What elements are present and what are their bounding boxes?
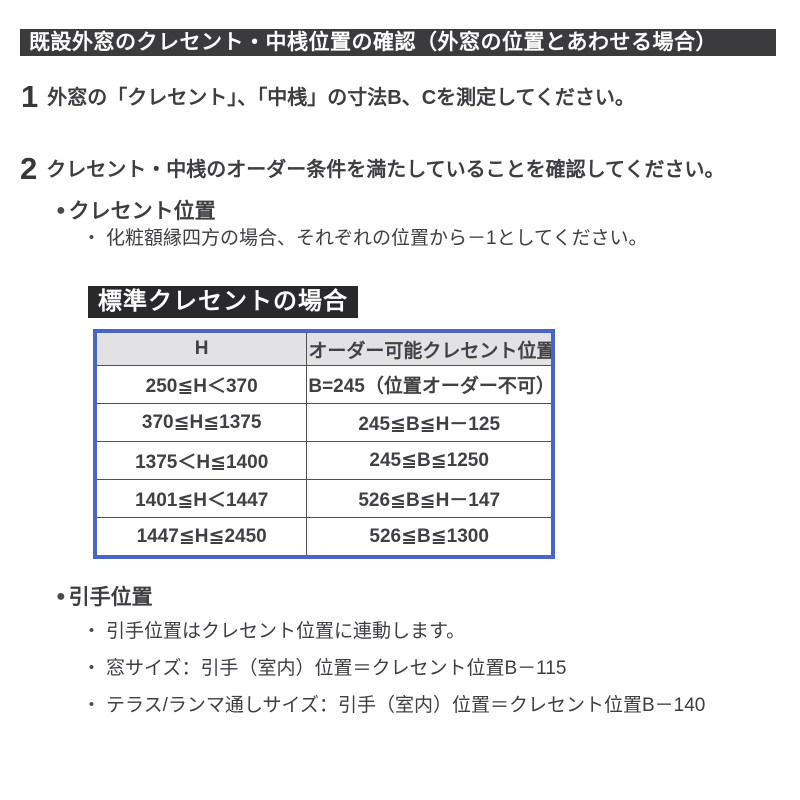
table-cell-order-range: 245≦B≦1250 [306,441,554,480]
dot-bullet-icon: ・ [82,695,102,716]
table-row: 1375＜H≦1400 245≦B≦1250 [94,441,554,480]
step-1: 1 外窓の「クレセント」、「中桟」の寸法B、Cを測定してください。 [21,79,635,114]
table-cell-h-range: 250≦H＜370 [94,365,308,404]
standard-crescent-label: 標準クレセントの場合 [88,286,358,318]
step-2-text: クレセント・中桟のオーダー条件を満たしていることを確認してください。 [46,159,725,181]
crescent-position-heading: ● クレセント位置 [56,195,216,225]
crescent-position-note-text: 化粧額縁四方の場合、それぞれの位置から－1としてください。 [106,228,648,249]
section-title-bar: 既設外窓のクレセント・中桟位置の確認（外窓の位置とあわせる場合） [20,29,776,56]
table-row: 250≦H＜370 B=245（位置オーダー不可） [94,365,554,404]
crescent-position-heading-label: クレセント位置 [68,200,216,223]
table-cell-order-range: B=245（位置オーダー不可） [306,365,554,404]
table-row: 1401≦H＜1447 526≦B≦H－147 [94,479,554,518]
step-2-number: 2 [20,151,38,186]
table-header-row: H オーダー可能クレセント位置 [94,330,554,366]
handle-note-window-size-text: 窓サイズ：引手（室内）位置＝クレセント位置B－115 [106,658,567,679]
table-cell-order-range: 245≦B≦H－125 [306,403,554,442]
bullet-circle-icon: ● [56,201,66,219]
section-title: 既設外窓のクレセント・中桟位置の確認（外窓の位置とあわせる場合） [29,31,717,54]
step-1-number: 1 [21,79,39,114]
table-header-h: H [94,330,308,366]
bullet-circle-icon: ● [56,587,66,605]
handle-note-window-size: ・ 窓サイズ：引手（室内）位置＝クレセント位置B－115 [82,657,566,681]
handle-note-terrace-size: ・ テラス/ランマ通しサイズ：引手（室内）位置＝クレセント位置B－140 [82,694,705,718]
dot-bullet-icon: ・ [82,658,102,679]
step-1-text: 外窓の「クレセント」、「中桟」の寸法B、Cを測定してください。 [47,87,635,109]
step-2: 2 クレセント・中桟のオーダー条件を満たしていることを確認してください。 [20,151,725,186]
handle-position-heading-label: 引手位置 [68,586,153,609]
table-row: 370≦H≦1375 245≦B≦H－125 [94,403,554,442]
crescent-position-table: H オーダー可能クレセント位置 250≦H＜370 B=245（位置オーダー不可… [93,329,555,559]
table-header-order-range: オーダー可能クレセント位置 [306,330,554,366]
table-cell-order-range: 526≦B≦H－147 [306,479,554,518]
handle-note-link-text: 引手位置はクレセント位置に連動します。 [106,621,466,642]
table-cell-h-range: 1447≦H≦2450 [94,517,308,558]
table-cell-h-range: 1401≦H＜1447 [94,479,308,518]
handle-note-terrace-size-text: テラス/ランマ通しサイズ：引手（室内）位置＝クレセント位置B－140 [106,695,706,716]
dot-bullet-icon: ・ [82,228,102,249]
crescent-position-note: ・ 化粧額縁四方の場合、それぞれの位置から－1としてください。 [82,227,647,251]
handle-position-heading: ● 引手位置 [56,581,153,611]
table-cell-h-range: 1375＜H≦1400 [94,441,308,480]
table-row: 1447≦H≦2450 526≦B≦1300 [94,517,554,558]
handle-note-link: ・ 引手位置はクレセント位置に連動します。 [82,620,465,644]
table-cell-h-range: 370≦H≦1375 [94,403,308,442]
dot-bullet-icon: ・ [82,621,102,642]
table-cell-order-range: 526≦B≦1300 [306,517,554,558]
